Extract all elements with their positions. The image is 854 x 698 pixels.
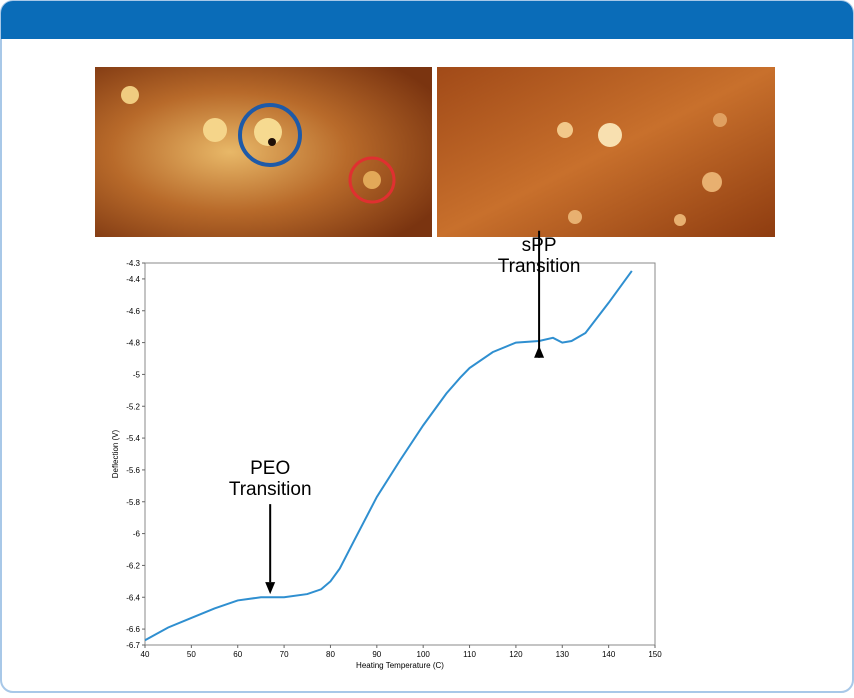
plot: Deflection (V) Heating Temperature (C) -… xyxy=(111,231,662,670)
feature xyxy=(121,86,139,104)
feature xyxy=(568,210,582,224)
feature xyxy=(254,118,282,146)
y-tick-label: -5.4 xyxy=(126,434,140,443)
y-tick-label: -6 xyxy=(133,530,141,539)
annotation-line: PEO xyxy=(250,458,290,479)
feature xyxy=(268,138,276,146)
feature xyxy=(363,171,381,189)
x-tick-label: 120 xyxy=(509,650,523,659)
x-tick-label: 140 xyxy=(602,650,616,659)
x-tick-label: 70 xyxy=(280,650,289,659)
y-tick-label: -6.7 xyxy=(126,641,140,650)
feature xyxy=(203,118,227,142)
y-tick-label: -6.6 xyxy=(126,625,140,634)
x-tick-label: 110 xyxy=(463,650,476,659)
feature xyxy=(713,113,727,127)
x-tick-label: 130 xyxy=(556,650,570,659)
feature xyxy=(674,214,686,226)
x-tick-label: 50 xyxy=(187,650,196,659)
annotation-line: Transition xyxy=(229,479,312,500)
feature xyxy=(598,123,622,147)
y-tick-label: -6.4 xyxy=(126,593,140,602)
x-axis-label: Heating Temperature (C) xyxy=(356,661,444,670)
x-tick-label: 80 xyxy=(326,650,335,659)
feature xyxy=(557,122,573,138)
y-tick-label: -4.8 xyxy=(126,339,140,348)
figure: Deflection (V) Heating Temperature (C) -… xyxy=(0,0,854,693)
y-tick-label: -4.3 xyxy=(126,259,140,268)
y-tick-label: -6.2 xyxy=(126,561,140,570)
x-tick-label: 100 xyxy=(417,650,431,659)
x-tick-label: 40 xyxy=(141,650,150,659)
afm-phase-image xyxy=(437,67,775,237)
y-tick-label: -5.2 xyxy=(126,402,140,411)
y-tick-label: -5.6 xyxy=(126,466,140,475)
afm-height-image xyxy=(95,67,432,237)
y-tick-label: -5.8 xyxy=(126,498,140,507)
y-tick-label: -4.4 xyxy=(126,275,140,284)
y-tick-label: -5 xyxy=(133,370,141,379)
feature xyxy=(702,172,722,192)
x-tick-label: 90 xyxy=(372,650,381,659)
x-tick-label: 60 xyxy=(233,650,242,659)
header-bar xyxy=(1,1,853,39)
plot-frame xyxy=(145,263,655,645)
y-axis-label: Deflection (V) xyxy=(111,429,120,478)
x-tick-label: 150 xyxy=(648,650,662,659)
y-tick-label: -4.6 xyxy=(126,307,140,316)
